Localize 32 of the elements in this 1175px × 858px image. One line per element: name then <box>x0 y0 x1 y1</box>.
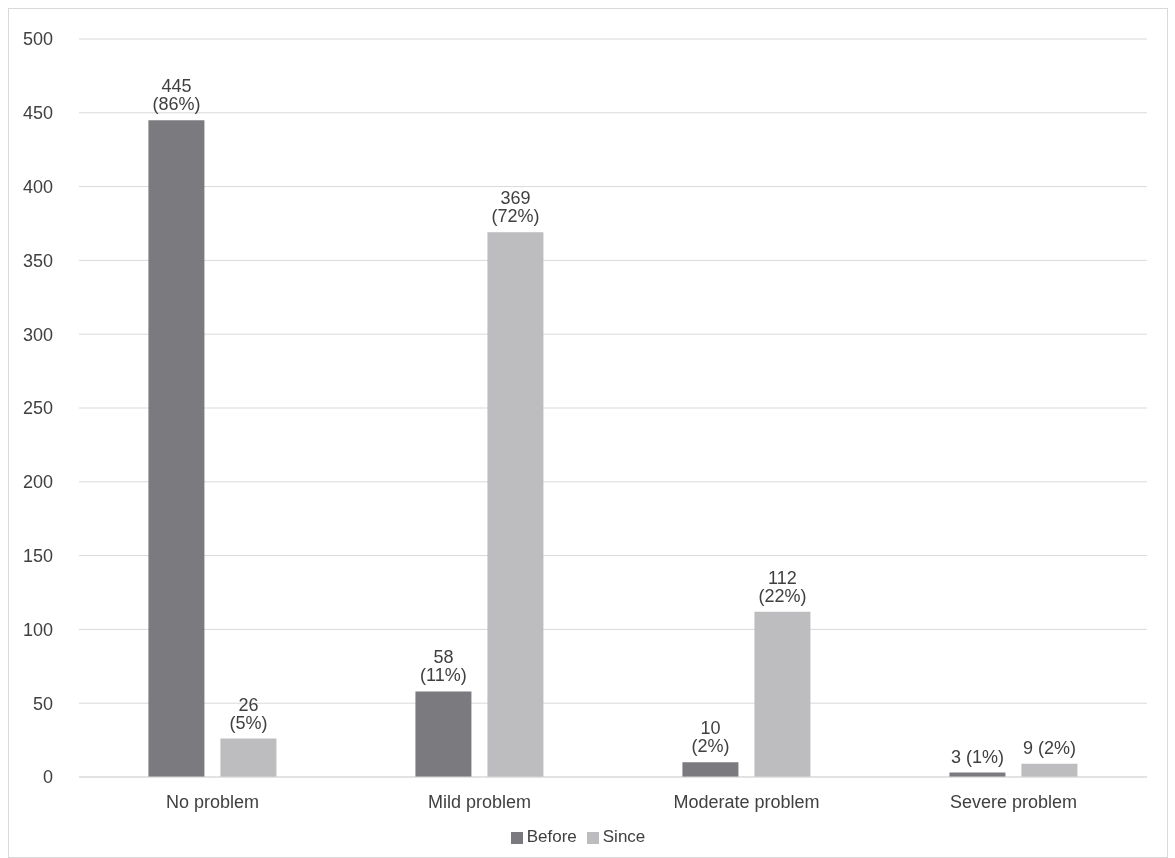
bar <box>682 762 739 777</box>
x-tick-label: Moderate problem <box>673 791 820 812</box>
data-label: 112 (22%) <box>758 567 807 606</box>
y-tick-label: 500 <box>22 29 53 50</box>
x-tick-label: Severe problem <box>949 791 1078 812</box>
data-label: 10 (2%) <box>691 718 730 757</box>
x-tick-label: No problem <box>165 791 260 812</box>
y-tick-label: 300 <box>22 324 53 345</box>
y-tick-label: 350 <box>22 250 53 271</box>
y-tick-label: 200 <box>22 472 53 493</box>
legend-label: Since <box>602 827 646 846</box>
bar <box>415 691 472 777</box>
y-tick-label: 450 <box>22 103 53 124</box>
y-tick-label: 150 <box>22 545 53 566</box>
data-label: 3 (1%) <box>950 746 1004 767</box>
y-tick-label: 50 <box>32 693 53 714</box>
data-label: 9 (2%) <box>1022 737 1076 758</box>
bar <box>148 120 205 777</box>
y-tick-label: 250 <box>22 398 53 419</box>
y-tick-label: 0 <box>42 767 53 788</box>
bar <box>1021 763 1078 777</box>
bar <box>487 232 544 777</box>
data-label: 26 (5%) <box>229 694 268 733</box>
data-label: 445 (86%) <box>152 76 201 115</box>
legend-label: Before <box>526 827 577 846</box>
bar <box>220 738 277 777</box>
data-label: 369 (72%) <box>491 188 540 227</box>
y-tick-label: 400 <box>22 176 53 197</box>
x-tick-label: Mild problem <box>427 791 532 812</box>
y-tick-label: 100 <box>22 619 53 640</box>
bar <box>754 611 811 777</box>
data-label: 58 (11%) <box>420 647 467 686</box>
